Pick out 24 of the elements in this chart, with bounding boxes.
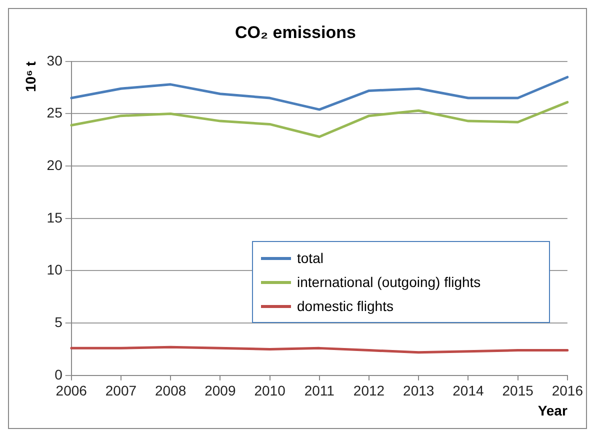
- x-tick-label: 2013: [403, 382, 434, 399]
- x-tick-label: 2012: [353, 382, 385, 399]
- y-tick-label: 10: [46, 262, 63, 278]
- y-tick-label: 20: [46, 156, 63, 173]
- x-tick-label: 2006: [56, 382, 88, 399]
- legend-label: domestic flights: [297, 297, 394, 316]
- x-tick-label: 2016: [552, 382, 584, 399]
- x-tick-label: 2011: [304, 382, 335, 399]
- chart-title: CO₂ emissions: [235, 22, 356, 42]
- x-tick-label: 2007: [105, 382, 137, 399]
- y-axis-title: 10⁶ t: [22, 61, 38, 92]
- y-tick-label: 30: [46, 52, 63, 68]
- x-axis-title: Year: [538, 402, 568, 418]
- y-tick-label: 25: [46, 104, 63, 121]
- x-tick-label: 2014: [452, 382, 484, 399]
- y-tick-label: 15: [46, 209, 63, 226]
- legend-label: international (outgoing) flights: [297, 273, 481, 292]
- y-tick-label: 5: [54, 314, 63, 330]
- x-tick-label: 2008: [155, 382, 186, 399]
- x-tick-label: 2015: [502, 382, 534, 399]
- x-tick-label: 2009: [204, 382, 236, 399]
- legend-label: total: [297, 249, 324, 268]
- x-tick-label: 2010: [254, 382, 286, 399]
- y-tick-label: 0: [54, 366, 63, 382]
